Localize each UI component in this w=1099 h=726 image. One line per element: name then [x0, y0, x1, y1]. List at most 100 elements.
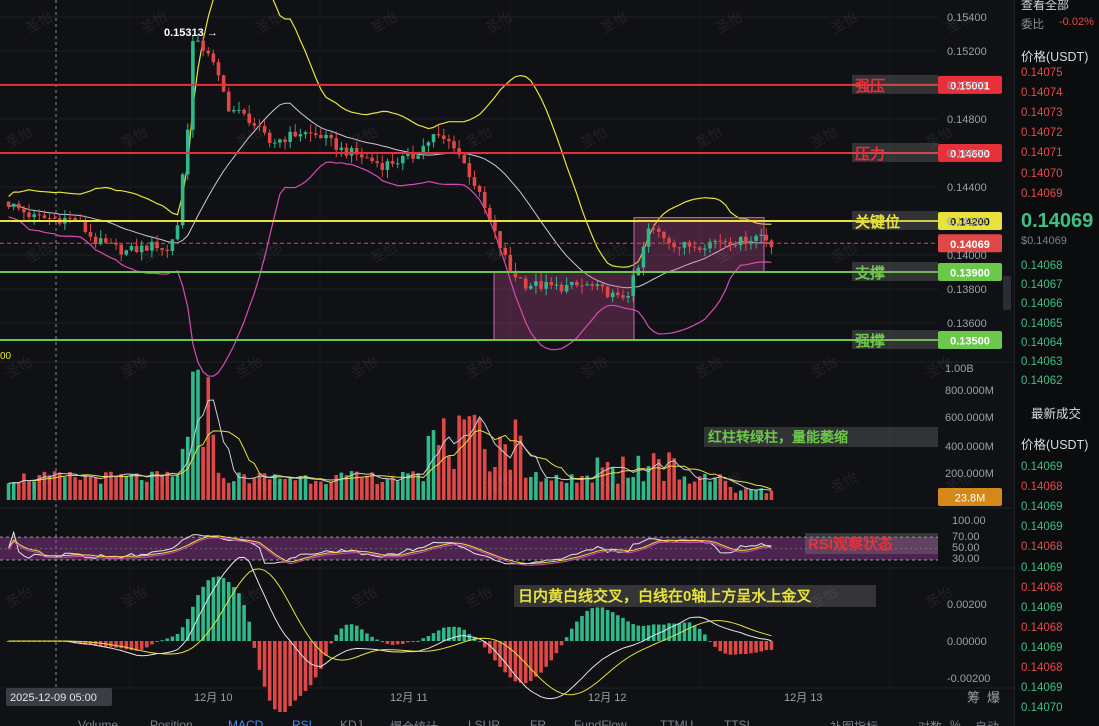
- ask-row[interactable]: 0.14069: [1021, 187, 1063, 200]
- volume-bar: [595, 457, 600, 500]
- bid-row[interactable]: 0.14067: [1021, 279, 1063, 292]
- candle-body: [180, 174, 185, 226]
- ask-row[interactable]: 0.14071: [1021, 147, 1063, 160]
- volume-current-tag-text: 23.8M: [955, 493, 986, 505]
- bid-row[interactable]: 0.14066: [1021, 298, 1063, 311]
- volume-bar: [257, 472, 262, 500]
- macd-histogram-bar: [488, 641, 492, 654]
- candle-body: [165, 249, 170, 251]
- rsi-signal-line: [8, 535, 772, 565]
- macd-histogram-bar: [150, 641, 154, 645]
- bid-row[interactable]: 0.14064: [1021, 336, 1063, 349]
- trade-row[interactable]: 0.14069: [1021, 682, 1063, 695]
- volume-bar: [508, 469, 513, 500]
- volume-bar: [416, 473, 420, 500]
- candle-body: [119, 244, 123, 255]
- macd-histogram-bar: [283, 641, 287, 712]
- tab-6[interactable]: LSUR: [468, 718, 501, 726]
- candle-body: [416, 155, 420, 159]
- tab-14[interactable]: 自动: [975, 718, 999, 726]
- level-label-bg: [852, 211, 938, 230]
- candle-body: [544, 281, 548, 289]
- tab-7[interactable]: FR: [530, 718, 546, 726]
- candle-body: [98, 238, 103, 245]
- volume-bar: [226, 482, 231, 500]
- macd-histogram-bar: [6, 641, 11, 642]
- tab-2[interactable]: MACD: [228, 718, 264, 726]
- volume-bar: [278, 478, 282, 500]
- trade-row[interactable]: 0.14068: [1021, 662, 1063, 674]
- tab-9[interactable]: TTMU: [660, 718, 694, 726]
- ask-row[interactable]: 0.14070: [1021, 167, 1063, 180]
- volume-bar: [744, 488, 748, 500]
- trade-row[interactable]: 0.14069: [1021, 521, 1063, 534]
- tab-5[interactable]: 爆仓统计: [390, 718, 438, 726]
- main-chart[interactable]: 强压 0.15001 压力 0.14600 关键位 0.14200 支撑 0.13900 强撑 0…: [0, 0, 1014, 712]
- candle-body: [6, 201, 11, 207]
- volume-axis-tick: 400.000M: [945, 441, 994, 453]
- trade-row[interactable]: 0.14068: [1021, 621, 1063, 634]
- candle-body: [134, 246, 139, 253]
- bid-row[interactable]: 0.14068: [1021, 260, 1063, 272]
- level-price-tag: [938, 212, 1002, 230]
- mid-price: 0.14069: [1021, 210, 1094, 232]
- trade-row[interactable]: 0.14069: [1021, 561, 1063, 574]
- macd-histogram-bar: [610, 612, 615, 641]
- volume-bar: [216, 472, 221, 500]
- macd-histogram-bar: [78, 641, 83, 645]
- tab-11[interactable]: 补图指标: [830, 718, 878, 726]
- trade-row[interactable]: 0.14068: [1021, 481, 1063, 494]
- macd-histogram-bar: [759, 641, 763, 652]
- macd-dif-line: [8, 556, 772, 700]
- trade-row[interactable]: 0.14068: [1021, 581, 1063, 594]
- ask-row[interactable]: 0.14073: [1021, 107, 1063, 120]
- ratio-value: -0.02%: [1059, 16, 1094, 28]
- macd-histogram-bar: [718, 641, 723, 652]
- macd-histogram-bar: [324, 641, 328, 656]
- level-label-bg: [852, 330, 938, 349]
- volume-bar: [677, 479, 682, 500]
- volume-bar: [523, 477, 528, 500]
- candle-body: [324, 134, 328, 139]
- tab-12[interactable]: 对数: [918, 718, 942, 726]
- trade-row[interactable]: 0.14070: [1021, 702, 1063, 715]
- trade-row[interactable]: 0.14069: [1021, 601, 1063, 614]
- trade-row[interactable]: 0.14068: [1021, 541, 1063, 554]
- rsi-slow-line: [8, 537, 772, 566]
- macd-histogram-bar: [616, 615, 620, 641]
- tab-0[interactable]: Volume: [78, 718, 119, 726]
- tab-1[interactable]: Position: [150, 718, 193, 726]
- bid-row[interactable]: 0.14065: [1021, 317, 1063, 330]
- tab-10[interactable]: TTSL: [724, 718, 754, 726]
- volume-bar: [370, 472, 374, 500]
- ask-row[interactable]: 0.14072: [1021, 127, 1063, 140]
- candle-body: [170, 239, 175, 251]
- trade-row[interactable]: 0.14069: [1021, 461, 1063, 473]
- macd-histogram-bar: [595, 607, 600, 641]
- candle-body: [47, 217, 52, 219]
- tab-4[interactable]: KDJ: [340, 718, 363, 726]
- macd-histogram-bar: [713, 641, 717, 647]
- trade-row[interactable]: 0.14069: [1021, 641, 1063, 654]
- ask-row[interactable]: 0.14075: [1021, 67, 1063, 79]
- bid-row[interactable]: 0.14063: [1021, 356, 1063, 368]
- tab-3[interactable]: RSI: [292, 718, 313, 726]
- macd-histogram-bar: [529, 641, 533, 681]
- time-axis-tick: 12月 10: [194, 692, 233, 704]
- panel-title[interactable]: 查看全部: [1021, 0, 1070, 12]
- price-axis-tick: 0.14800: [947, 114, 987, 126]
- ask-row[interactable]: 0.14074: [1021, 87, 1063, 100]
- volume-bar: [262, 473, 267, 500]
- macd-axis-tick: -0.00200: [947, 673, 990, 685]
- macd-histogram-bar: [385, 641, 390, 644]
- bid-row[interactable]: 0.14062: [1021, 375, 1063, 388]
- trades-header: 价格(USDT): [1021, 438, 1089, 452]
- tab-13[interactable]: %: [950, 718, 961, 726]
- volume-bar: [651, 453, 656, 500]
- macd-histogram-bar: [518, 641, 523, 683]
- volume-bar: [646, 466, 651, 500]
- tab-8[interactable]: FundFlow: [574, 718, 627, 726]
- trade-row[interactable]: 0.14069: [1021, 501, 1063, 514]
- candle-body: [723, 241, 728, 243]
- candle-body: [672, 242, 676, 248]
